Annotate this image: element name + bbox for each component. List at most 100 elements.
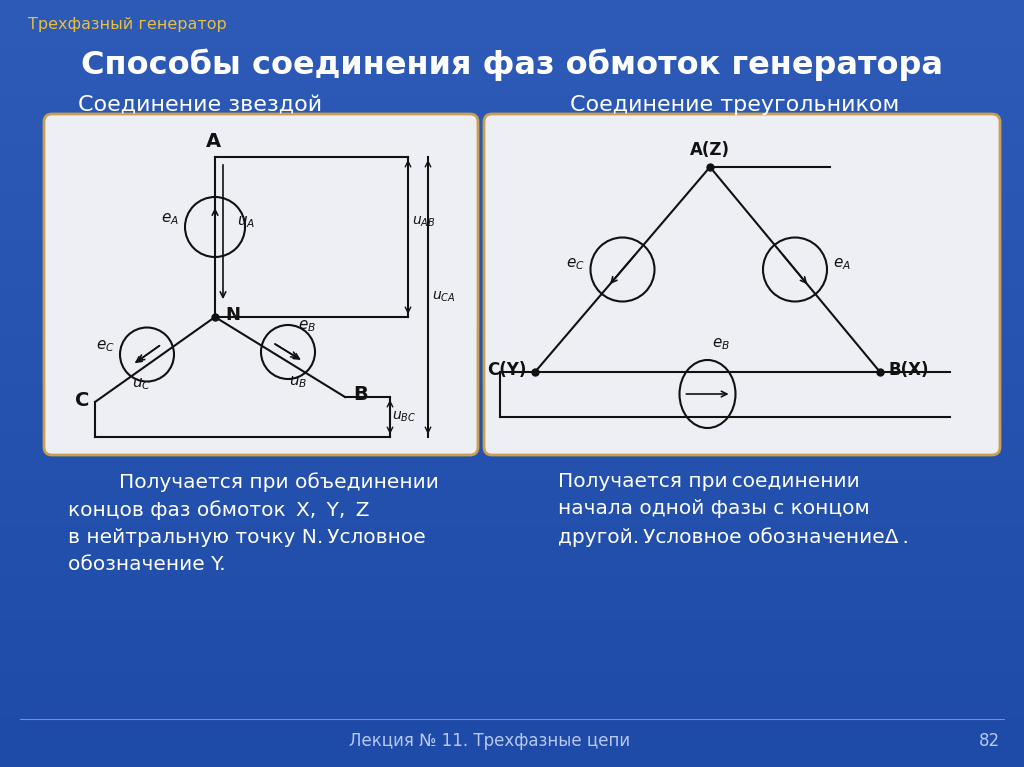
Bar [0, 449, 1024, 453]
Text: $u_{CA}$: $u_{CA}$ [432, 290, 456, 304]
Bar [0, 69, 1024, 73]
Bar [0, 441, 1024, 445]
Text: $e_A$: $e_A$ [833, 257, 851, 272]
Bar [0, 303, 1024, 307]
Bar [0, 211, 1024, 215]
Bar [0, 219, 1024, 222]
Bar [0, 698, 1024, 702]
Bar [0, 633, 1024, 637]
Bar [0, 617, 1024, 621]
Bar [0, 38, 1024, 42]
Bar [0, 614, 1024, 617]
Bar [0, 621, 1024, 625]
Bar [0, 360, 1024, 364]
Bar [0, 594, 1024, 598]
Bar [0, 759, 1024, 763]
Bar [0, 529, 1024, 533]
Bar [0, 690, 1024, 694]
Bar [0, 184, 1024, 188]
Bar [0, 514, 1024, 518]
Text: $e_C$: $e_C$ [96, 339, 115, 354]
Bar [0, 81, 1024, 84]
Text: Способы соединения фаз обмоток генератора: Способы соединения фаз обмоток генератор… [81, 49, 943, 81]
Bar [0, 368, 1024, 372]
Bar [0, 54, 1024, 58]
Bar [0, 510, 1024, 514]
Bar [0, 364, 1024, 368]
Bar [0, 84, 1024, 88]
Bar [0, 755, 1024, 759]
Bar [0, 426, 1024, 430]
Bar [0, 127, 1024, 130]
Bar [0, 499, 1024, 502]
Bar [0, 644, 1024, 648]
Bar [0, 502, 1024, 506]
Bar [0, 679, 1024, 683]
Bar [0, 522, 1024, 525]
Text: C: C [75, 390, 89, 410]
Bar [0, 660, 1024, 663]
Bar [0, 625, 1024, 629]
Text: Соединение треугольником: Соединение треугольником [570, 95, 900, 115]
Bar [0, 349, 1024, 353]
Bar [0, 46, 1024, 50]
Bar [0, 591, 1024, 594]
Text: $e_A$: $e_A$ [161, 211, 179, 227]
Bar [0, 341, 1024, 345]
Bar [0, 115, 1024, 119]
Bar [0, 744, 1024, 748]
Text: A(Z): A(Z) [690, 141, 730, 159]
Bar [0, 491, 1024, 495]
Bar [0, 326, 1024, 330]
Bar [0, 242, 1024, 245]
Bar [0, 104, 1024, 107]
Bar [0, 272, 1024, 276]
Bar [0, 238, 1024, 242]
Bar [0, 606, 1024, 610]
Bar [0, 330, 1024, 334]
Bar [0, 713, 1024, 717]
Bar [0, 107, 1024, 111]
Bar [0, 483, 1024, 487]
Bar [0, 430, 1024, 433]
Bar [0, 157, 1024, 161]
Bar [0, 4, 1024, 8]
Text: $u_B$: $u_B$ [289, 374, 307, 390]
Bar [0, 119, 1024, 123]
Bar [0, 15, 1024, 19]
Bar [0, 203, 1024, 207]
Bar [0, 19, 1024, 23]
Bar [0, 571, 1024, 575]
Bar [0, 268, 1024, 272]
Bar [0, 686, 1024, 690]
Bar [0, 380, 1024, 384]
Bar [0, 541, 1024, 545]
Bar [0, 88, 1024, 92]
Bar [0, 648, 1024, 652]
Bar [0, 602, 1024, 606]
Bar [0, 123, 1024, 127]
Bar [0, 334, 1024, 337]
Bar [0, 73, 1024, 77]
Bar [0, 276, 1024, 280]
Bar [0, 663, 1024, 667]
Bar [0, 280, 1024, 284]
Bar [0, 12, 1024, 15]
Text: $e_C$: $e_C$ [565, 257, 585, 272]
Bar [0, 215, 1024, 219]
Bar [0, 403, 1024, 407]
Bar [0, 671, 1024, 675]
Bar [0, 27, 1024, 31]
Bar [0, 433, 1024, 437]
Bar [0, 345, 1024, 349]
Bar [0, 456, 1024, 460]
Bar [0, 395, 1024, 399]
Text: $e_B$: $e_B$ [298, 318, 316, 334]
Bar [0, 261, 1024, 265]
Bar [0, 0, 1024, 4]
Bar [0, 58, 1024, 61]
Bar [0, 683, 1024, 686]
Bar [0, 460, 1024, 464]
Bar [0, 410, 1024, 414]
Bar [0, 506, 1024, 510]
